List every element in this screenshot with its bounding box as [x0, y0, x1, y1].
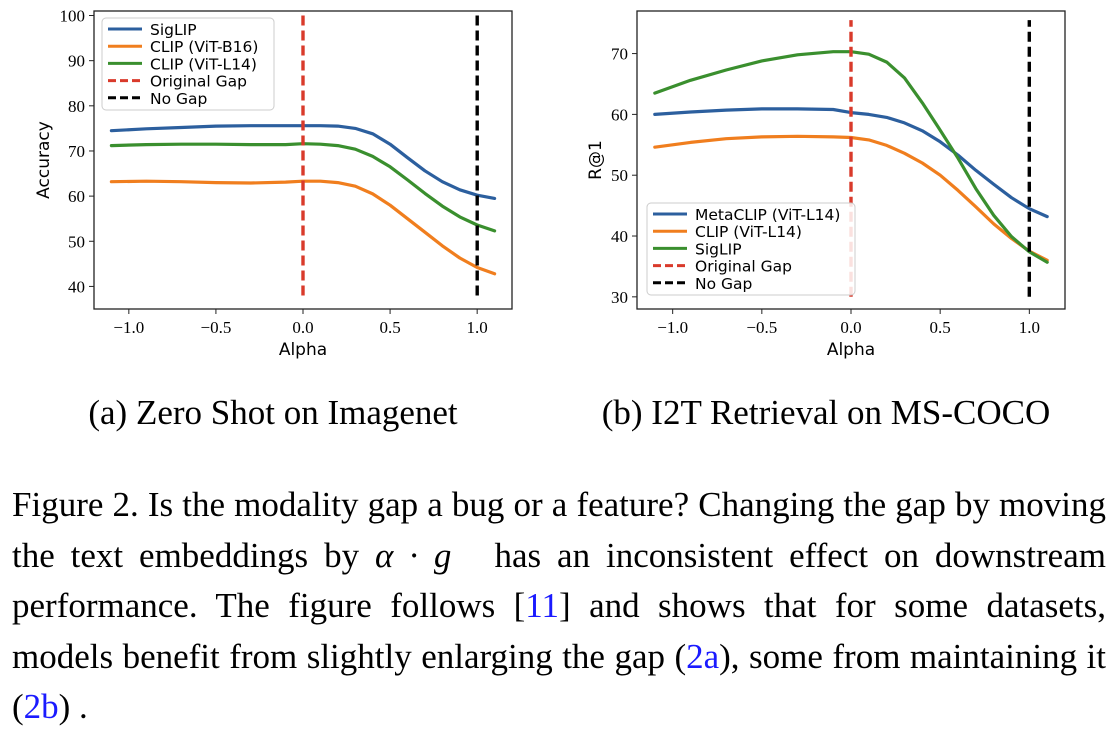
x-tick-label: 1.0: [1019, 318, 1040, 337]
legend-box: [101, 17, 275, 111]
y-tick-label: 60: [68, 187, 85, 206]
citation-link[interactable]: 11: [525, 586, 559, 625]
x-axis-ticks: −1.0 −0.5 0.0 0.5 1.0: [657, 309, 1040, 337]
legend-box: [646, 202, 856, 296]
y-tick-label: 30: [611, 288, 628, 307]
figure-caption: Figure 2. Is the modality gap a bug or a…: [12, 480, 1106, 733]
figure-ref-2a-link[interactable]: 2a: [686, 636, 720, 676]
legend-label: MetaCLIP (ViT-L14): [695, 206, 840, 224]
legend: MetaCLIP (ViT-L14)CLIP (ViT-L14)SigLIPOr…: [646, 202, 856, 296]
y-tick-label: 50: [611, 166, 628, 185]
series-siglip: [109, 124, 497, 200]
legend-label: Original Gap: [695, 258, 792, 276]
y-tick-label: 40: [68, 277, 85, 296]
series-metaclip-vit-l14: [653, 107, 1049, 219]
x-tick-label: −1.0: [657, 318, 688, 337]
series-clip-vit-l14: [109, 142, 497, 233]
x-tick-label: 1.0: [467, 318, 488, 337]
caption-prefix: Figure 2. Is the modality gap a bug or a…: [12, 485, 1106, 575]
legend-label: No Gap: [150, 90, 207, 108]
x-tick-label: 0.0: [840, 318, 861, 337]
y-axis-label: R@1: [586, 140, 606, 180]
series-siglip: [653, 50, 1049, 264]
y-tick-label: 40: [611, 227, 628, 246]
x-tick-label: −0.5: [200, 318, 231, 337]
caption-suffix: ) .: [58, 687, 88, 726]
series-clip-vit-b16: [109, 179, 497, 276]
y-tick-label: 90: [68, 52, 85, 71]
x-tick-label: 0.5: [930, 318, 951, 337]
x-axis-ticks: −1.0 −0.5 0.0 0.5 1.0: [113, 309, 488, 337]
x-axis-label: Alpha: [279, 340, 327, 360]
y-tick-label: 70: [68, 142, 85, 161]
caption-text-2: ] and shows that for some datasets, mode…: [12, 586, 1106, 676]
panel-caption: (b) I2T Retrieval on MS-COCO: [602, 393, 1050, 432]
x-axis-label: Alpha: [827, 340, 875, 360]
legend-label: SigLIP: [150, 21, 197, 39]
figure-ref-2b-link[interactable]: 2b: [23, 687, 59, 726]
chart-i2t-retrieval-mscoco: −1.0 −0.5 0.0 0.5 1.0 30 40 50 60 70 Alpha R@1 M…: [586, 10, 1066, 432]
legend-label: CLIP (ViT-L14): [695, 223, 802, 241]
caption-text-3: ), some from maintaining it (: [12, 636, 1106, 727]
y-tick-label: 100: [60, 7, 86, 26]
y-tick-label: 80: [68, 97, 85, 116]
series-lines: [109, 15, 497, 296]
caption-text-1: has an inconsistent effect on downstream…: [12, 535, 1106, 626]
x-tick-label: −1.0: [113, 318, 144, 337]
y-tick-label: 60: [611, 105, 628, 124]
x-tick-label: 0.5: [379, 318, 400, 337]
y-axis-ticks: 30 40 50 60 70: [611, 45, 637, 307]
x-tick-label: 0.0: [292, 318, 313, 337]
x-tick-label: −0.5: [746, 318, 777, 337]
legend-label: CLIP (ViT-B16): [150, 38, 258, 56]
legend-label: SigLIP: [695, 240, 742, 258]
y-tick-label: 50: [68, 232, 85, 251]
legend-label: Original Gap: [150, 73, 247, 91]
y-axis-ticks: 40 50 60 70 80 90 100: [60, 7, 94, 296]
y-tick-label: 70: [611, 45, 628, 64]
legend-label: No Gap: [695, 275, 752, 293]
y-axis-label: Accuracy: [34, 121, 54, 199]
panel-caption: (a) Zero Shot on Imagenet: [88, 393, 458, 432]
series-clip-vit-l14: [653, 134, 1049, 262]
caption-math: α · g⃗: [374, 535, 479, 575]
legend-label: CLIP (ViT-L14): [150, 55, 257, 73]
